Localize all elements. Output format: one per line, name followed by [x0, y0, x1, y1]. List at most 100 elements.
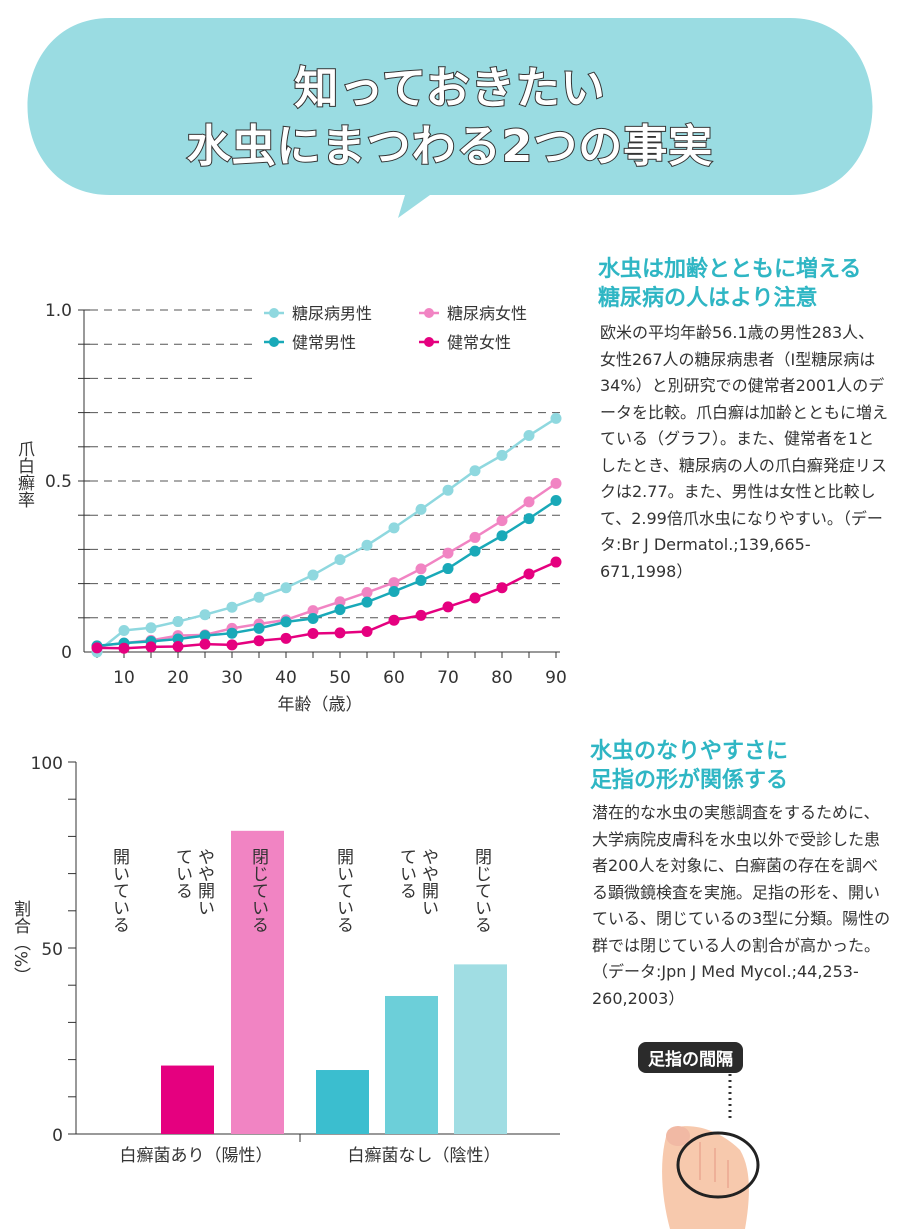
data-point [280, 632, 292, 644]
data-point [388, 577, 400, 589]
bar-label: 閉じている [471, 848, 491, 933]
data-point [307, 569, 319, 581]
series-line [96, 482, 557, 648]
foot-illustration [662, 1074, 760, 1229]
section2-title-line1: 水虫のなりやすさに [590, 739, 789, 764]
y-tick-label: 1.0 [45, 301, 72, 321]
y-axis-label: 爪白癬率 [14, 440, 35, 508]
bar-label: やや開いている [396, 848, 438, 916]
x-tick-label: 50 [329, 668, 351, 688]
illustration-label: 足指の間隔 [638, 1042, 743, 1073]
data-point [199, 630, 211, 642]
data-point [253, 591, 265, 603]
data-point [361, 539, 373, 551]
bar [454, 964, 507, 1134]
bar-label: 開いている [333, 848, 353, 933]
data-point [523, 568, 535, 580]
data-point [334, 596, 346, 608]
bar [231, 830, 284, 1134]
bar [385, 995, 438, 1134]
legend-marker [424, 308, 434, 318]
x-tick-label: 30 [221, 668, 243, 688]
data-point [550, 412, 562, 424]
y-tick-label: 0 [52, 1126, 63, 1146]
section2-title-line2: 足指の形が関係する [590, 768, 789, 793]
data-point [307, 605, 319, 617]
data-point [280, 582, 292, 594]
data-point [523, 430, 535, 442]
data-point [442, 484, 454, 496]
data-point [415, 575, 427, 587]
y-tick-label: 0 [61, 643, 72, 663]
data-point [550, 477, 562, 489]
data-point [199, 609, 211, 621]
x-tick-label: 10 [113, 668, 135, 688]
data-point [469, 545, 481, 557]
data-point [280, 616, 292, 628]
data-point [361, 596, 373, 608]
data-point [118, 642, 130, 654]
data-point [388, 522, 400, 534]
group-label: 白癬菌あり（陽性） [120, 1146, 273, 1166]
data-point [496, 449, 508, 461]
data-point [226, 627, 238, 639]
legend-label: 糖尿病女性 [447, 304, 527, 323]
y-axis-label: 割合（%） [10, 900, 31, 984]
data-point [118, 624, 130, 636]
data-point [469, 531, 481, 543]
data-point [442, 601, 454, 613]
x-tick-label: 80 [491, 668, 513, 688]
x-tick-label: 40 [275, 668, 297, 688]
data-point [415, 503, 427, 515]
data-point [226, 639, 238, 651]
legend-marker [424, 337, 434, 347]
bar-chart: 0 50 100 割合（%） 白癬菌あり（陽性） 白癬菌なし（陰性） [10, 754, 560, 1166]
data-point [361, 586, 373, 598]
data-point [496, 515, 508, 527]
bar-label: 開いている [109, 848, 129, 933]
legend-label: 糖尿病男性 [292, 304, 372, 323]
data-point [334, 604, 346, 616]
section1-title-line2: 糖尿病の人はより注意 [598, 286, 818, 311]
data-point [469, 592, 481, 604]
data-point [307, 612, 319, 624]
x-tick-label: 90 [545, 668, 567, 688]
legend-label: 健常女性 [447, 333, 511, 352]
speech-bubble [27, 18, 873, 218]
y-tick-label: 100 [31, 754, 63, 774]
data-point [307, 628, 319, 640]
y-tick-label: 50 [41, 940, 63, 960]
header-title-line2: 水虫にまつわる2つの事実 [186, 120, 714, 173]
line-chart: 0 0.5 1.0 10 20 30 40 50 60 70 80 90 年齢（歳） 爪白癬率 糖尿病男性 糖… [14, 301, 567, 715]
data-point [145, 622, 157, 634]
data-point [388, 585, 400, 597]
section2-body: 潜在的な水虫の実態調査をするために、大学病院皮膚科を水虫以外で受診した患者200… [592, 803, 891, 1008]
data-point [361, 625, 373, 637]
data-point [172, 616, 184, 628]
y-tick-label: 0.5 [45, 472, 72, 492]
data-point [172, 641, 184, 653]
data-point [253, 622, 265, 634]
legend-marker [269, 337, 279, 347]
section1-title-line1: 水虫は加齢とともに増える [598, 257, 862, 282]
bar [161, 1065, 214, 1134]
header-title-line1: 知っておきたい [293, 62, 606, 115]
data-point [334, 554, 346, 566]
data-point [442, 547, 454, 559]
data-point [496, 530, 508, 542]
x-tick-label: 60 [383, 668, 405, 688]
data-point [172, 633, 184, 645]
series-line [96, 417, 557, 653]
data-point [415, 609, 427, 621]
data-point [334, 627, 346, 639]
data-point [145, 641, 157, 653]
legend-label: 健常男性 [292, 333, 356, 352]
x-tick-label: 20 [167, 668, 189, 688]
data-point [442, 563, 454, 575]
data-point [469, 465, 481, 477]
bar-label: やや開いている [172, 848, 214, 916]
data-point [550, 556, 562, 568]
data-point [523, 496, 535, 508]
section1-body: 欧米の平均年齢56.1歳の男性283人、女性267人の糖尿病患者（I型糖尿病は3… [600, 323, 889, 581]
